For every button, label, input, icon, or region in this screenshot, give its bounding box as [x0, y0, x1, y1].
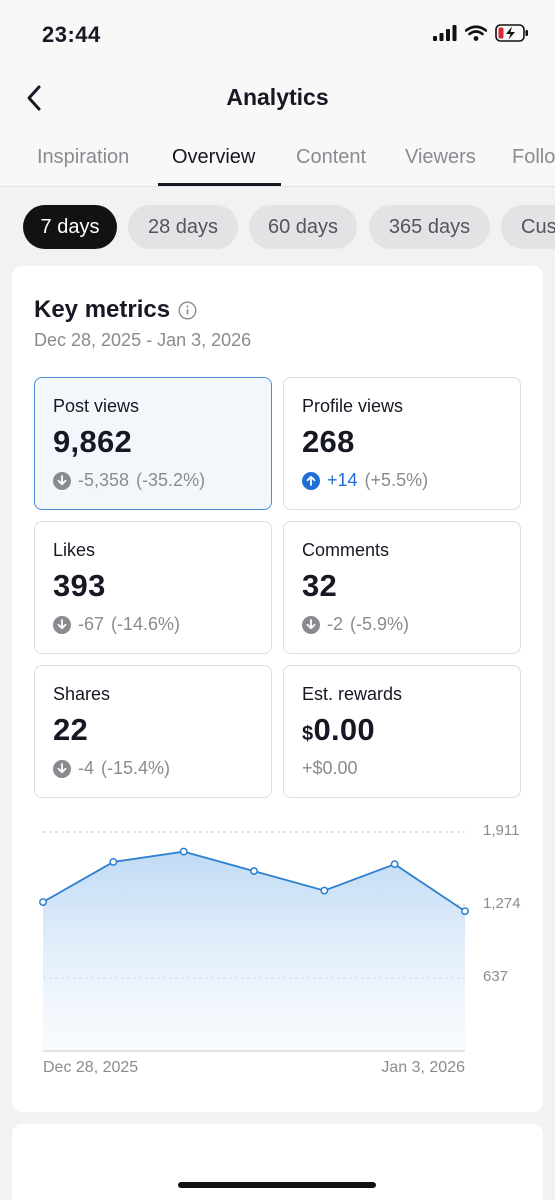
key-metrics-card: Key metrics Dec 28, 2025 - Jan 3, 2026 P…: [12, 266, 543, 1112]
battery-charging-icon: [495, 24, 528, 42]
metric-change: +$0.00: [302, 758, 358, 779]
arrow-down-icon: [53, 615, 71, 634]
metric-value: 268: [302, 424, 355, 459]
key-metrics-title: Key metrics: [34, 296, 171, 323]
status-bar: 23:44: [0, 0, 555, 70]
next-section-card: [12, 1124, 543, 1200]
metric-change-pct: (-15.4%): [101, 758, 171, 778]
chip-custom[interactable]: Custom: [501, 205, 555, 249]
metric-label: Comments: [302, 540, 390, 560]
arrow-down-icon: [53, 471, 71, 490]
metric-change-value: +14: [327, 470, 358, 490]
metric-change-pct: (-35.2%): [136, 470, 206, 490]
y-tick-label: 1,911: [483, 822, 520, 839]
arrow-down-icon: [53, 759, 71, 778]
metric-card-est-rewards[interactable]: Est. rewards $0.00 +$0.00: [283, 665, 521, 798]
chip-28-days[interactable]: 28 days: [128, 205, 238, 249]
chip-7-days[interactable]: 7 days: [23, 205, 117, 249]
chart-data-point: [109, 857, 118, 866]
metric-value-amount: 0.00: [313, 712, 375, 747]
metric-card-likes[interactable]: Likes 393 -67 (-14.6%): [34, 521, 272, 654]
metric-change: +14 (+5.5%): [302, 470, 428, 491]
metric-card-shares[interactable]: Shares 22 -4 (-15.4%): [34, 665, 272, 798]
home-indicator: [178, 1182, 376, 1188]
metric-label: Likes: [53, 540, 96, 560]
metric-label: Profile views: [302, 396, 404, 416]
date-range-label: Dec 28, 2025 - Jan 3, 2026: [34, 330, 252, 350]
chart-data-point: [39, 898, 47, 906]
nav-bar: Analytics: [0, 70, 555, 130]
metric-change-value: -4: [78, 758, 95, 778]
tab-viewers[interactable]: Viewers: [405, 146, 476, 168]
metric-change-value: -2: [327, 614, 344, 634]
arrow-up-icon: [302, 471, 320, 490]
metric-change-pct: (-14.6%): [111, 614, 181, 634]
active-tab-indicator: [158, 183, 281, 186]
metric-value: 22: [53, 712, 89, 747]
metric-card-comments[interactable]: Comments 32 -2 (-5.9%): [283, 521, 521, 654]
chart-data-point: [320, 886, 329, 895]
chart-data-point: [390, 860, 399, 869]
info-icon[interactable]: [178, 300, 197, 320]
metric-card-post-views[interactable]: Post views 9,862 -5,358 (-35.2%): [34, 377, 272, 510]
chip-365-days[interactable]: 365 days: [369, 205, 490, 249]
metric-change-value: +$0.00: [302, 758, 358, 778]
tab-inspiration[interactable]: Inspiration: [37, 146, 130, 168]
currency-symbol: $: [302, 723, 314, 745]
metric-change-value: -5,358: [78, 470, 130, 490]
y-tick-label: 637: [483, 968, 509, 985]
metric-change-pct: (-5.9%): [350, 614, 410, 634]
x-tick-label: Dec 28, 2025: [43, 1059, 139, 1076]
status-time: 23:44: [42, 22, 101, 47]
status-icons: [433, 24, 529, 42]
metric-change: -67 (-14.6%): [53, 614, 180, 635]
key-metrics-heading: Key metrics: [34, 296, 197, 324]
metric-change: -5,358 (-35.2%): [53, 470, 205, 491]
post-views-chart: 637 1,274 1,911 Dec 28, 2025 Jan 3, 2026: [12, 816, 543, 1086]
page-title: Analytics: [226, 84, 329, 110]
metric-change-pct: (+5.5%): [364, 470, 429, 490]
metric-change-value: -67: [78, 614, 105, 634]
chevron-left-icon: [27, 85, 41, 111]
chart-data-point: [250, 867, 258, 876]
y-tick-label: 1,274: [483, 895, 521, 912]
back-button[interactable]: [18, 82, 50, 114]
metric-value: 393: [53, 568, 106, 603]
x-tick-label: Jan 3, 2026: [381, 1059, 465, 1076]
metric-card-profile-views[interactable]: Profile views 268 +14 (+5.5%): [283, 377, 521, 510]
tab-followers[interactable]: Followers: [512, 146, 555, 168]
metric-value: 32: [302, 568, 338, 603]
wifi-icon: [465, 25, 487, 41]
metric-change: -2 (-5.9%): [302, 614, 409, 635]
metric-label: Shares: [53, 684, 111, 704]
metric-label: Est. rewards: [302, 684, 403, 704]
tab-bar: Inspiration Overview Content Viewers Fol…: [0, 130, 555, 187]
metric-label: Post views: [53, 396, 140, 416]
arrow-down-icon: [302, 615, 320, 634]
chart-area-fill: [43, 851, 465, 1051]
metric-change: -4 (-15.4%): [53, 758, 170, 779]
chart-data-point: [461, 907, 469, 916]
chip-60-days[interactable]: 60 days: [249, 205, 357, 249]
metric-value: 9,862: [53, 424, 133, 459]
metric-value: $0.00: [302, 712, 375, 748]
date-range-chips: 7 days 28 days 60 days 365 days Custom: [0, 187, 555, 267]
chart-plot: [39, 831, 469, 1052]
chart-data-point: [179, 847, 188, 856]
signal-icon: [433, 25, 457, 41]
tab-overview[interactable]: Overview: [172, 146, 256, 168]
tab-content[interactable]: Content: [296, 146, 367, 168]
